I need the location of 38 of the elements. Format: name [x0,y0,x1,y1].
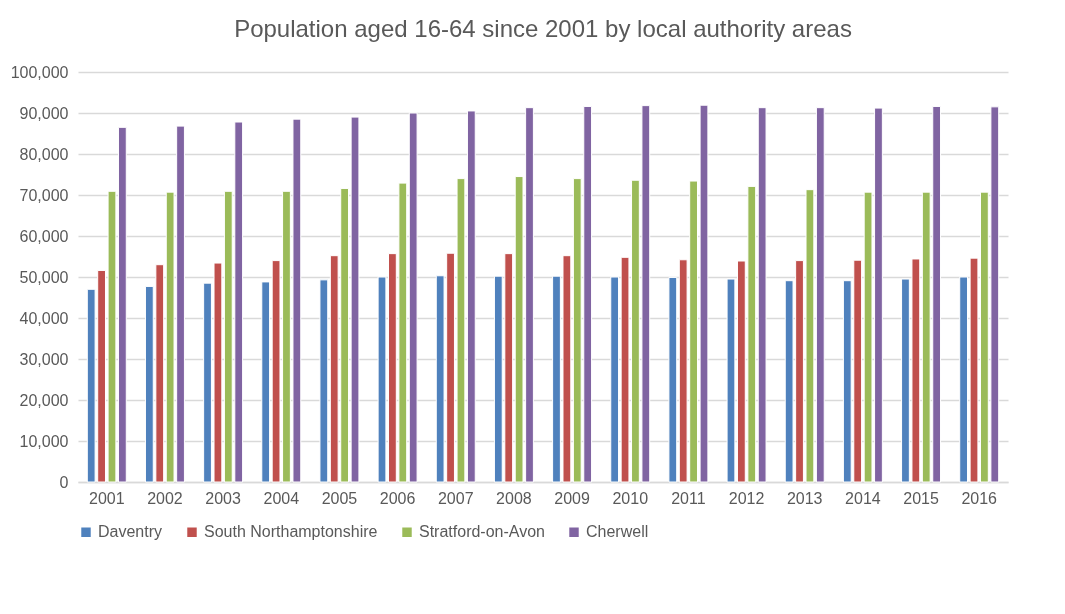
bar [757,107,767,483]
y-tick-label: 10,000 [19,432,69,450]
legend-label: South Northamptonshire [204,523,378,541]
y-tick-label: 80,000 [19,145,69,163]
bar [408,112,418,483]
y-tick-label: 60,000 [19,227,69,245]
bar [261,281,271,483]
x-tick-label: 2009 [554,489,590,507]
x-tick-label: 2008 [496,489,532,507]
x-tick-label: 2004 [263,489,300,507]
legend-label: Daventry [98,523,163,541]
chart-title: Population aged 16-64 since 2001 by local authority areas [234,15,852,42]
x-tick-label: 2015 [903,489,939,507]
x-tick-label: 2005 [321,489,358,507]
legend-label: Cherwell [586,523,649,541]
x-tick-label: 2013 [786,489,823,507]
x-tick-label: 2010 [612,489,649,507]
y-tick-label: 30,000 [19,350,69,368]
x-tick-label: 2007 [437,489,474,507]
bar [815,107,825,483]
x-tick-label: 2014 [845,489,881,507]
y-tick-label: 100,000 [10,63,69,81]
bar [668,276,678,483]
bar [319,279,329,483]
x-tick-label: 2003 [205,489,242,507]
x-tick-label: 2012 [728,489,765,507]
x-tick-label: 2016 [961,489,998,507]
x-tick-label: 2011 [671,489,706,507]
y-tick-label: 90,000 [19,104,69,122]
y-tick-label: 0 [59,473,69,491]
x-tick-label: 2006 [379,489,416,507]
y-tick-label: 40,000 [19,309,69,327]
y-tick-label: 70,000 [19,186,69,204]
x-tick-label: 2002 [147,489,183,507]
y-tick-label: 20,000 [19,391,69,409]
x-tick-label: 2001 [88,489,125,507]
y-tick-label: 50,000 [19,268,69,286]
legend-label: Stratford-on-Avon [419,523,545,541]
